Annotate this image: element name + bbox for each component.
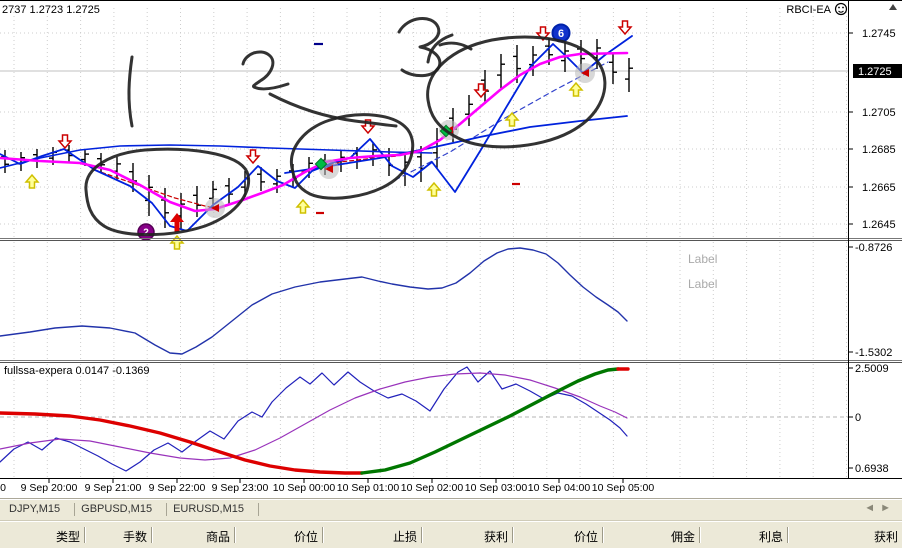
column-separator (234, 527, 236, 543)
smiley-mouth (838, 10, 844, 13)
panel3-axis-label: 0.6938 (855, 463, 889, 475)
smiley-eye (838, 6, 840, 9)
time-axis-label: 10 Sep 03:00 (465, 482, 528, 494)
fullssa-up-curve (360, 367, 620, 475)
time-axis-label: 9 Sep 20:00 (21, 482, 78, 494)
table-column-header[interactable]: 商品 (205, 530, 230, 544)
column-separator (84, 527, 86, 543)
panel3-axis-label: 0 (855, 412, 861, 424)
time-axis-label: 9 Sep 21:00 (85, 482, 142, 494)
column-separator (787, 527, 789, 543)
buy-arrow-icon (426, 181, 442, 197)
table-column-header[interactable]: 佣金 (670, 530, 695, 544)
smiley-icon (834, 2, 848, 16)
scroll-to-end-icon[interactable] (889, 4, 897, 10)
hand-drawn-digit-1 (127, 55, 134, 128)
price-axis-label: 1.2705 (862, 107, 896, 119)
time-axis-label: 9 Sep 22:00 (149, 482, 206, 494)
indicator-object-label: Label (688, 277, 717, 291)
sell-arrow-icon (617, 20, 633, 36)
chart-area[interactable]: 2 6 1.2745 1.2705 1.2685 1.2665 1.2645 1.2725 -0… (0, 0, 902, 498)
buy-arrow-icon (295, 198, 311, 214)
hand-drawn-stroke (426, 33, 454, 64)
hand-drawn-stroke (438, 41, 473, 51)
panel2-axis-label: -0.8726 (855, 242, 892, 254)
buy-arrow-icon (169, 234, 185, 250)
column-separator (151, 527, 153, 543)
hand-drawn-ellipse-3 (426, 35, 607, 149)
column-separator (602, 527, 604, 543)
hand-drawn-ellipse-2 (289, 113, 415, 200)
table-column-header[interactable]: 利息 (758, 530, 783, 544)
column-separator (699, 527, 701, 543)
magenta-ma-line (0, 51, 629, 213)
chart-tab-bar: DJPY,M15 GBPUSD,M15 EURUSD,M15 ◄► (0, 498, 902, 521)
price-axis-label: 1.2665 (862, 182, 896, 194)
red-up-arrow-icon (170, 213, 184, 232)
chart-tab-djpy-m15[interactable]: DJPY,M15 (3, 503, 76, 516)
sell-arrow-icon (473, 83, 489, 99)
sell-arrow-icon (57, 134, 73, 150)
buy-arrow-icon (504, 111, 520, 127)
red-arrowhead-icon (581, 69, 589, 77)
price-axis-label: 1.2745 (862, 28, 896, 40)
sell-arrow-icon (535, 26, 551, 42)
fullssa-down-curve (0, 411, 364, 475)
panel3-indicator-title: fullssa-expera 0.0147 -0.1369 (4, 365, 150, 377)
table-column-header[interactable]: 获利 (873, 530, 898, 544)
green-diamond-icon (314, 157, 328, 171)
price-axis-label: 1.2685 (862, 144, 896, 156)
time-label-clipped: 0 (0, 482, 6, 494)
current-price-tag (853, 64, 902, 78)
table-column-header[interactable]: 获利 (483, 530, 508, 544)
fullssa-fast-line (0, 366, 628, 472)
red-arrowhead-icon (211, 204, 219, 212)
chart-tab-eurusd-m15[interactable]: EURUSD,M15 (167, 503, 259, 516)
chart-tab-gbpusd-m15[interactable]: GBPUSD,M15 (75, 503, 168, 516)
column-separator (421, 527, 423, 543)
price-axis-label: 1.2645 (862, 219, 896, 231)
sell-arrow-icon (360, 119, 376, 135)
hand-drawn-ellipse-1 (84, 147, 250, 237)
purple-badge-number: 2 (143, 228, 149, 239)
trade-table-header-row: 类型 手数 商品 价位 止损 获利 价位 佣金 利息 获利 (0, 521, 902, 548)
hand-drawn-digit-2 (241, 50, 290, 91)
indicator-object-label: Label (688, 252, 717, 266)
time-axis-label: 9 Sep 23:00 (212, 482, 269, 494)
ohlc-readout: 2737 1.2723 1.2725 (2, 4, 100, 16)
table-column-header[interactable]: 价位 (573, 530, 598, 544)
blue-badge-number: 6 (558, 28, 564, 40)
table-column-header[interactable]: 手数 (122, 530, 147, 544)
time-axis-label: 10 Sep 02:00 (401, 482, 464, 494)
buy-arrow-icon (24, 173, 40, 189)
smiley-eye (842, 6, 844, 9)
time-axis-label: 10 Sep 04:00 (528, 482, 591, 494)
ea-name-label: RBCI-EA (786, 4, 831, 16)
time-axis-label: 10 Sep 01:00 (337, 482, 400, 494)
current-price-value: 1.2725 (858, 66, 892, 78)
sell-arrow-icon (245, 149, 261, 165)
flat-ma-line (0, 144, 433, 169)
tab-scroll-arrows[interactable]: ◄► (864, 502, 896, 514)
chart-background (0, 0, 902, 498)
column-separator (322, 527, 324, 543)
table-column-header[interactable]: 类型 (55, 530, 80, 544)
rising-trend-line (284, 115, 628, 174)
red-arrowhead-icon (325, 165, 333, 173)
column-separator (512, 527, 514, 543)
table-column-header[interactable]: 价位 (293, 530, 318, 544)
table-column-header[interactable]: 止损 (392, 530, 417, 544)
buy-arrow-icon (568, 81, 584, 97)
hand-drawn-stroke (268, 92, 398, 128)
panel2-axis-label: -1.5302 (855, 347, 892, 359)
time-axis-label: 10 Sep 05:00 (592, 482, 655, 494)
time-axis-label: 10 Sep 00:00 (273, 482, 336, 494)
rbci-indicator-line (0, 247, 628, 355)
panel3-axis-label: 2.5009 (855, 363, 889, 375)
hand-drawn-digit-3 (397, 17, 442, 78)
fullssa-slow-line (0, 372, 628, 461)
